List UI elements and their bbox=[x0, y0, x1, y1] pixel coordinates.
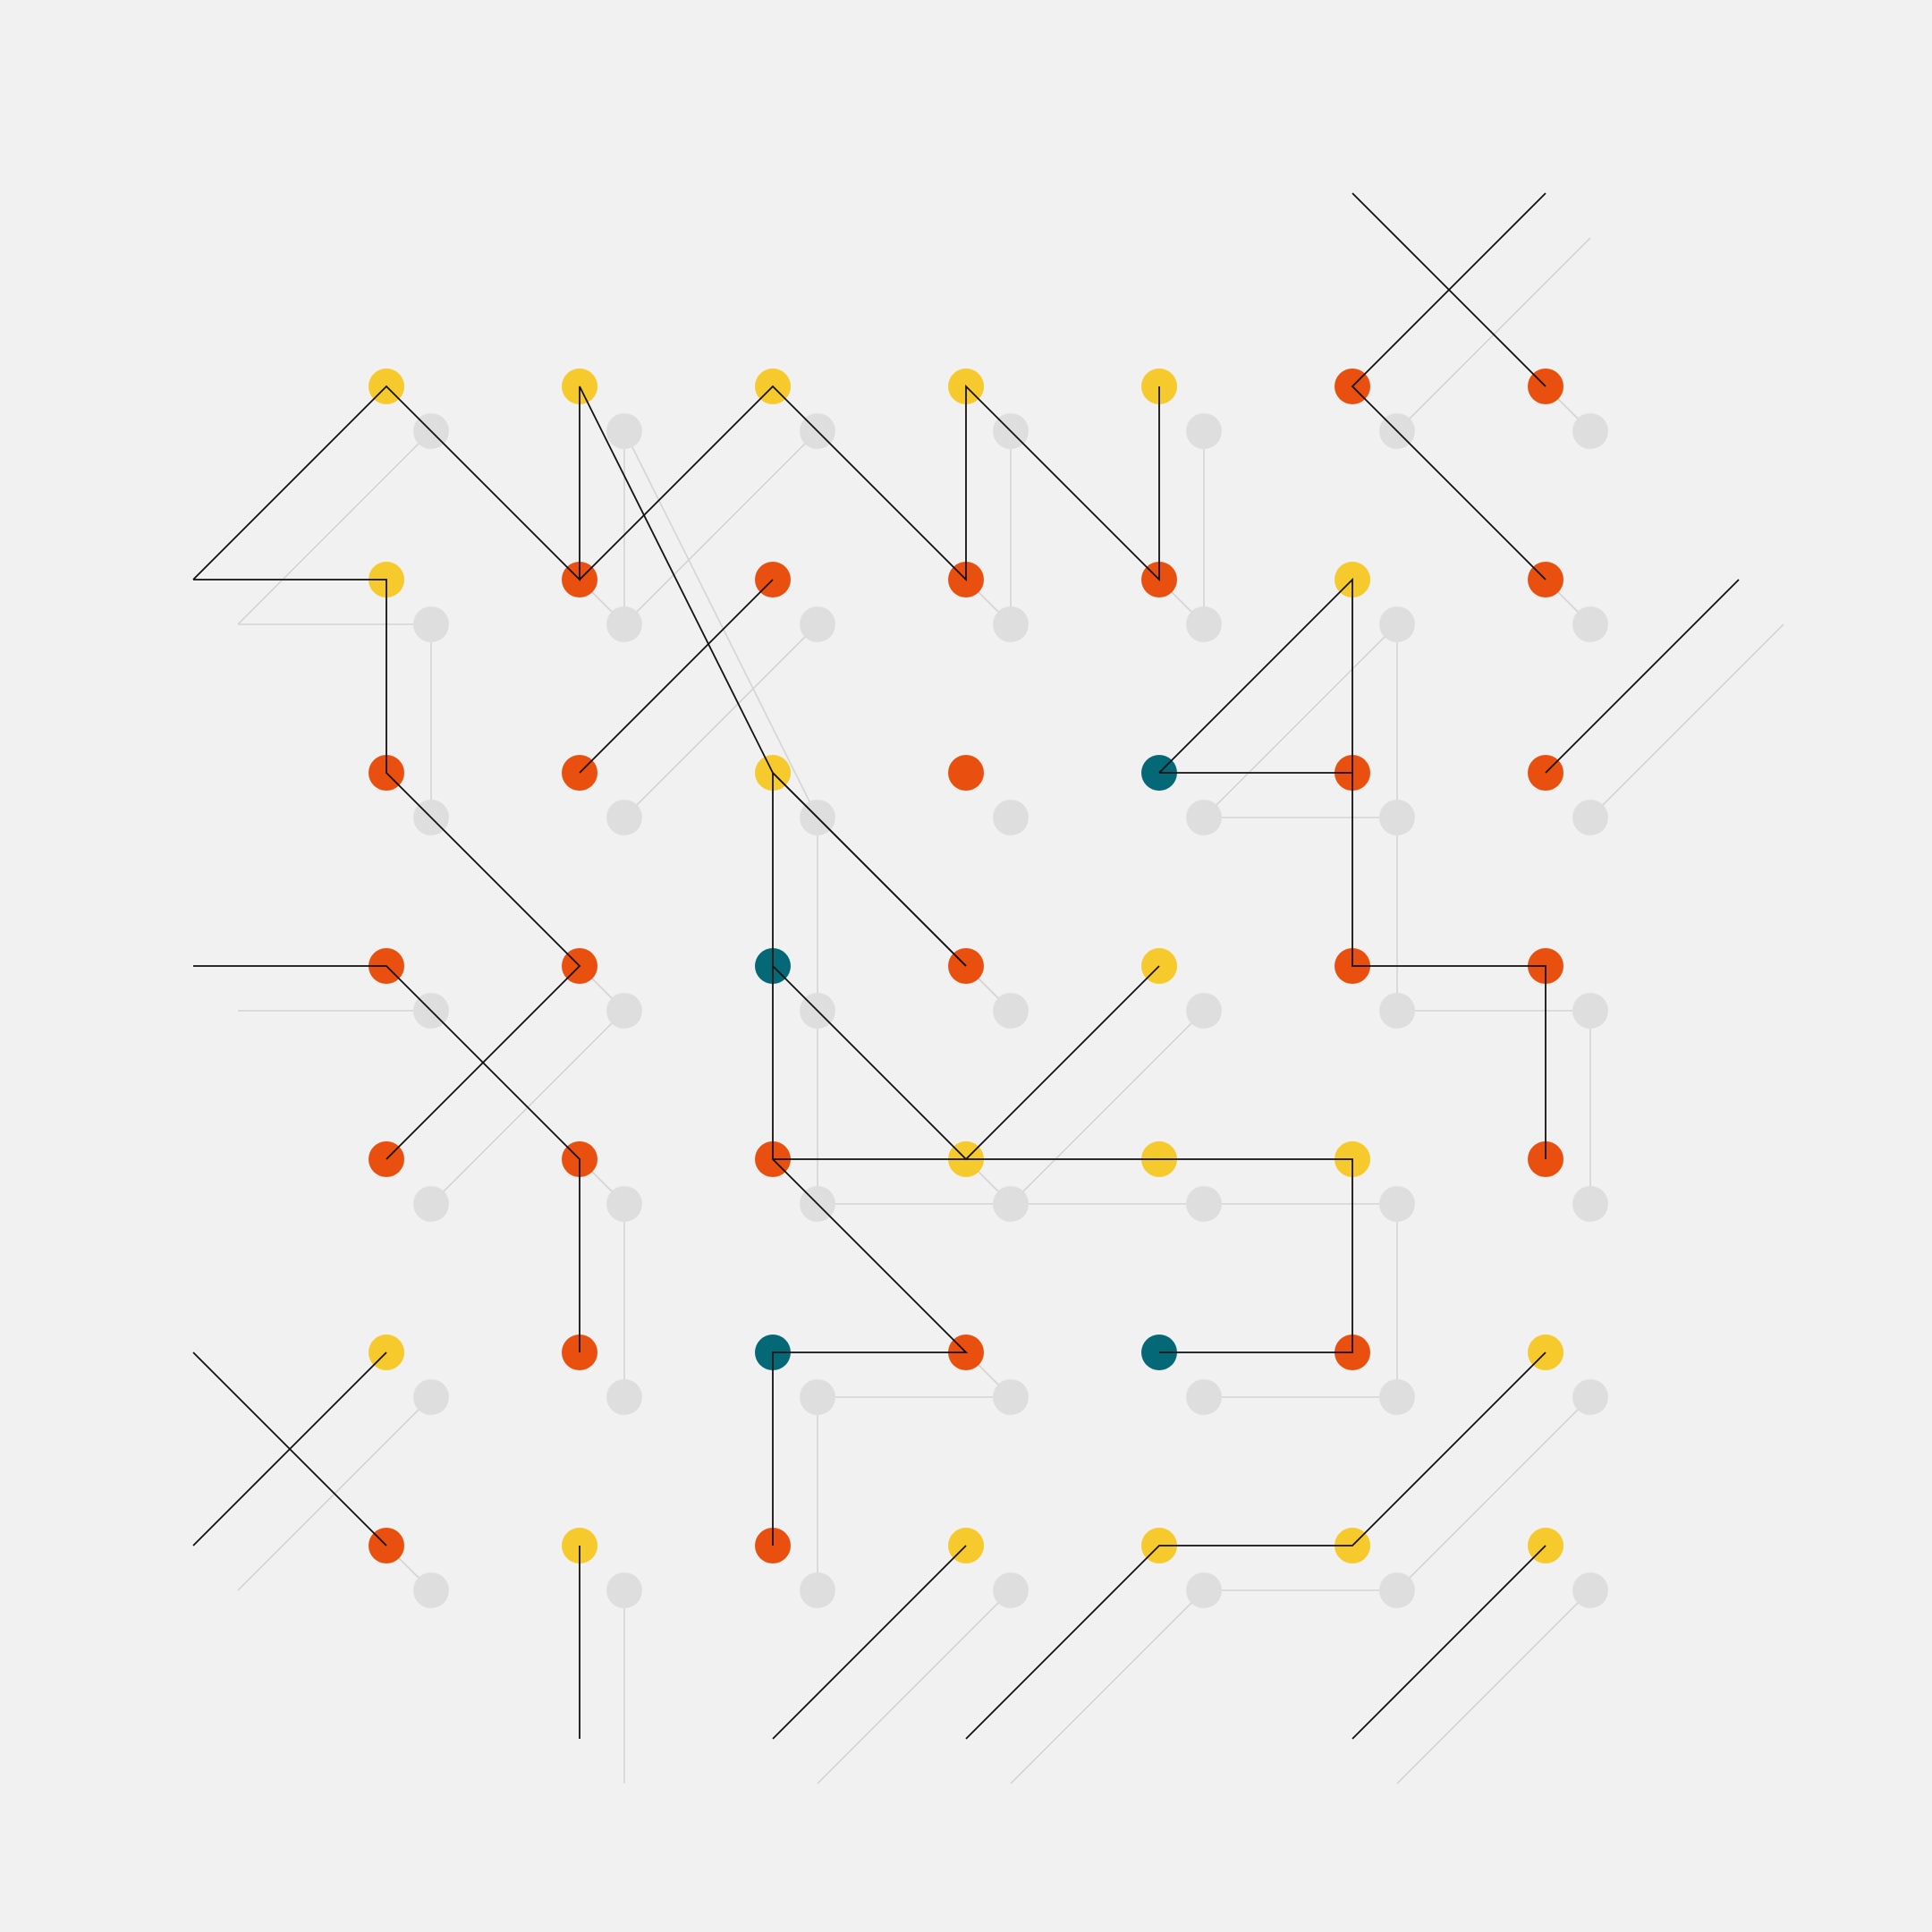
shadow-dot bbox=[1186, 993, 1222, 1029]
shadow-dot bbox=[606, 1379, 642, 1415]
shadow-path bbox=[623, 623, 818, 818]
shadow-dot bbox=[413, 606, 449, 642]
shadow-dot bbox=[606, 800, 642, 835]
connector-path bbox=[1352, 1545, 1546, 1740]
shadow-dot bbox=[1186, 1186, 1222, 1222]
shadow-dot bbox=[993, 1379, 1029, 1415]
shadow-path bbox=[1010, 1396, 1591, 1784]
shadow-dot bbox=[413, 1572, 449, 1608]
shadow-dot bbox=[1572, 1186, 1608, 1222]
shadow-dot bbox=[800, 606, 835, 642]
shadow-dot bbox=[993, 1572, 1029, 1608]
connector-path bbox=[579, 579, 774, 774]
shadow-dot bbox=[1572, 800, 1608, 835]
connector-path bbox=[1351, 192, 1546, 580]
shadow-dot bbox=[993, 1186, 1029, 1222]
shadow-dot bbox=[606, 1572, 642, 1608]
connector-path bbox=[772, 1545, 967, 1740]
connector-path bbox=[1158, 577, 1546, 1159]
shadow-path bbox=[1589, 623, 1784, 818]
connector-path bbox=[772, 770, 969, 1546]
shadow-dot bbox=[1379, 1186, 1415, 1222]
shadow-dot bbox=[1379, 800, 1415, 835]
shadow-dot bbox=[1186, 1572, 1222, 1608]
shadow-dot bbox=[1186, 800, 1222, 835]
connector-path bbox=[965, 1352, 1546, 1740]
shadow-dot bbox=[800, 1379, 835, 1415]
shadow-dot bbox=[606, 413, 642, 449]
shadow-dot bbox=[1379, 1572, 1415, 1608]
shadow-dot bbox=[1379, 993, 1415, 1029]
shadow-path bbox=[818, 1203, 1398, 1398]
connector-path bbox=[579, 384, 1160, 582]
connector-path bbox=[192, 1352, 387, 1546]
shadow-dot bbox=[993, 993, 1029, 1029]
shadow-dot bbox=[1572, 1379, 1608, 1415]
shadow-dot bbox=[413, 1379, 449, 1415]
shadow-dot bbox=[606, 606, 642, 642]
shadow-dot bbox=[1379, 606, 1415, 642]
shadow-dot bbox=[1572, 993, 1608, 1029]
shadow-dot bbox=[993, 800, 1029, 835]
shadow-dot bbox=[800, 1572, 835, 1608]
shadow-dot bbox=[1186, 606, 1222, 642]
shadow-dot bbox=[1186, 1379, 1222, 1415]
orange-dot bbox=[948, 755, 984, 791]
connector-path bbox=[773, 1158, 1353, 1353]
connector-path bbox=[193, 579, 581, 1160]
shadow-dot bbox=[1572, 1572, 1608, 1608]
connector-path bbox=[193, 965, 580, 1352]
main-lines bbox=[192, 192, 1740, 1740]
shadow-dot bbox=[606, 993, 642, 1029]
shadow-path bbox=[817, 1589, 1012, 1784]
shadow-dot bbox=[1186, 413, 1222, 449]
shadow-path bbox=[623, 429, 1205, 626]
shadow-path bbox=[1396, 1589, 1591, 1784]
shadow-dot bbox=[413, 1186, 449, 1222]
shadow-dot bbox=[1379, 1379, 1415, 1415]
shadow-dot bbox=[1572, 606, 1608, 642]
shadow-dot bbox=[993, 606, 1029, 642]
shadow-dot bbox=[1572, 413, 1608, 449]
connector-path bbox=[1545, 579, 1740, 774]
shadow-dot bbox=[606, 1186, 642, 1222]
